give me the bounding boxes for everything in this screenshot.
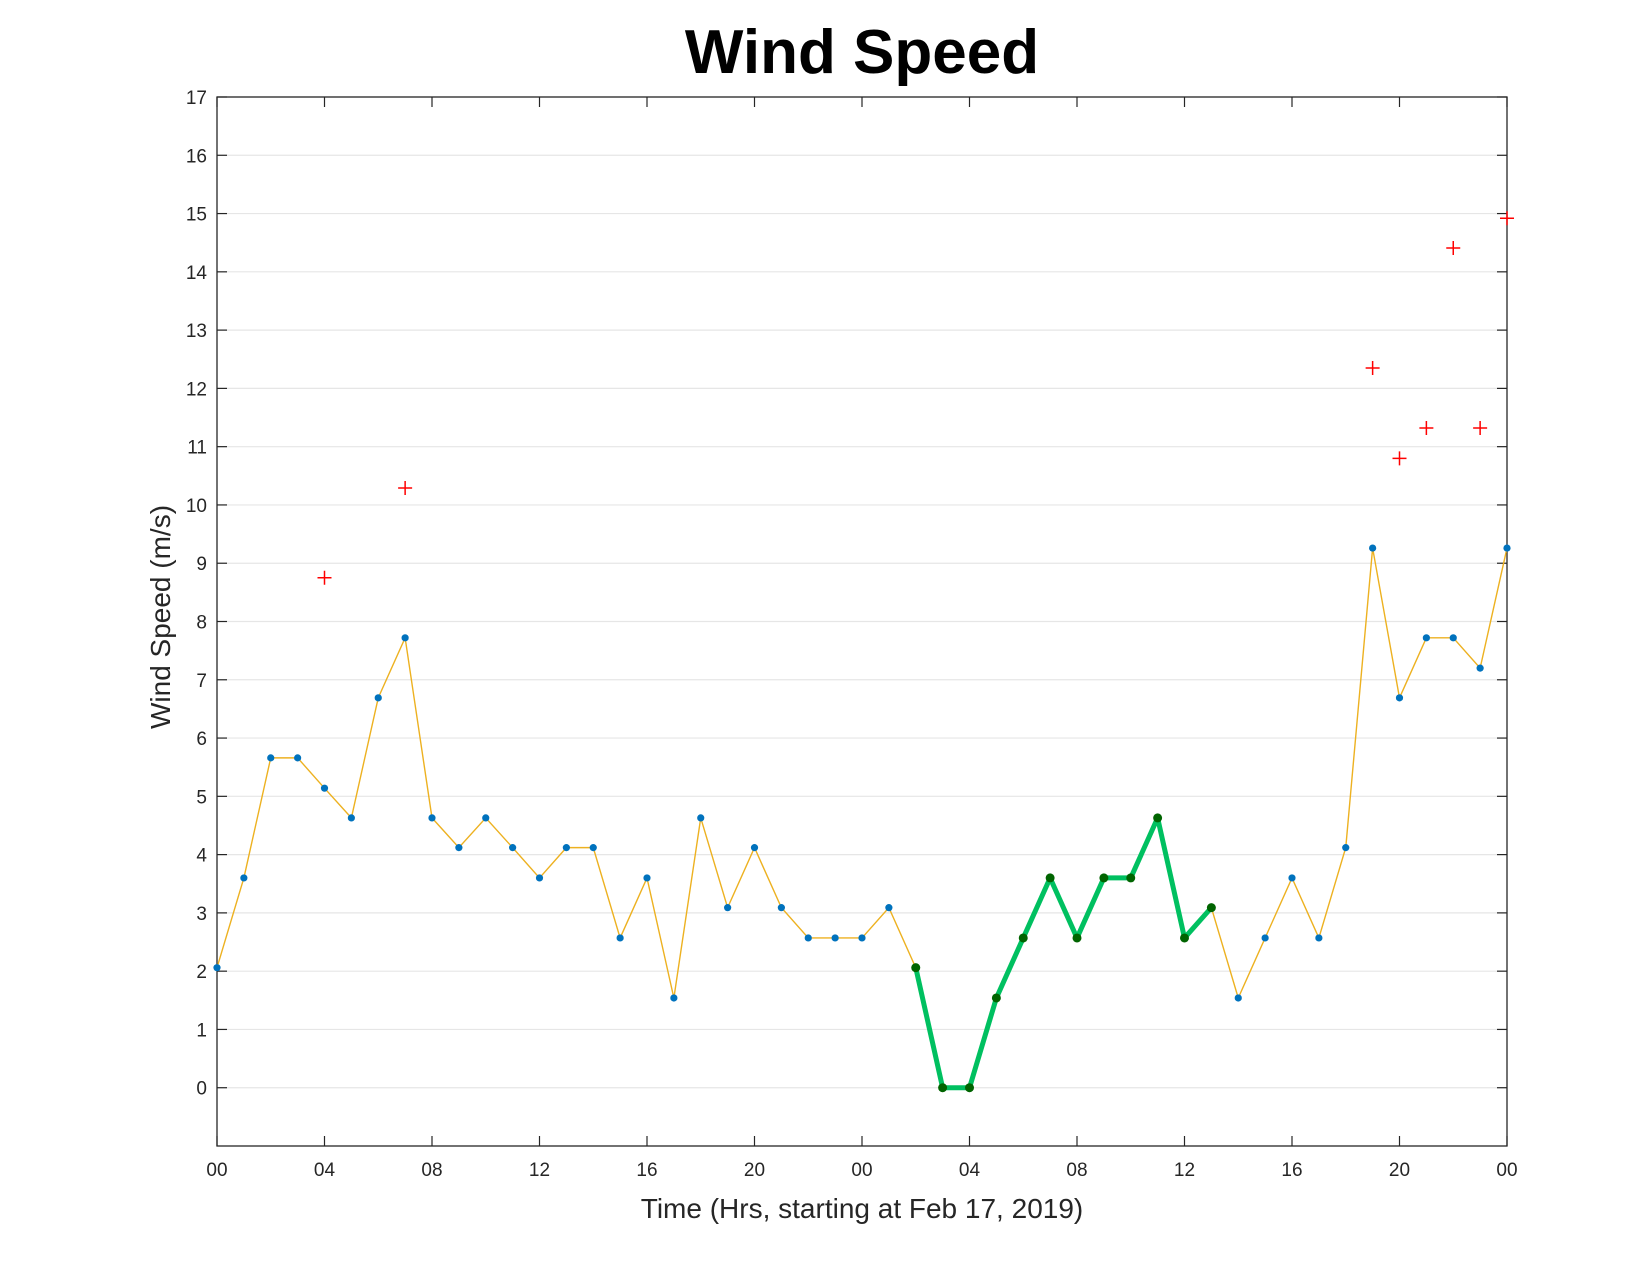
wind-speed-point — [320, 784, 329, 792]
wind-speed-point — [1503, 544, 1511, 552]
wind-speed-point — [831, 934, 839, 942]
y-tick-label: 5 — [196, 787, 207, 808]
highlight-point — [1099, 873, 1109, 883]
y-tick-label: 1 — [196, 1020, 207, 1041]
gust-marker — [398, 481, 413, 496]
y-tick-label: 14 — [186, 263, 208, 284]
y-tick-label: 10 — [186, 496, 207, 517]
highlight-point — [938, 1083, 948, 1093]
wind-speed-point — [267, 754, 275, 762]
y-tick-label: 13 — [186, 321, 207, 342]
x-tick-label: 16 — [636, 1160, 657, 1181]
wind-speed-point — [374, 694, 382, 702]
gust-marker — [1365, 360, 1380, 375]
y-tick-label: 12 — [186, 379, 207, 400]
wind-speed-point — [213, 964, 221, 972]
wind-speed-point — [1395, 694, 1404, 702]
y-tick-label: 4 — [196, 846, 207, 867]
y-tick-label: 8 — [196, 613, 207, 634]
gust-marker — [1446, 240, 1461, 255]
wind-speed-point — [1315, 934, 1323, 942]
wind-speed-point — [562, 844, 570, 852]
wind-speed-point — [482, 814, 490, 822]
wind-speed-point — [347, 814, 355, 822]
wind-speed-point — [428, 814, 436, 822]
highlight-point — [911, 963, 921, 973]
wind-speed-point — [535, 874, 544, 882]
wind-speed-point — [455, 844, 463, 852]
x-tick-label: 00 — [851, 1160, 872, 1181]
wind-speed-point — [1476, 664, 1484, 672]
chart-title: Wind Speed — [685, 18, 1039, 87]
y-axis-label: Wind Speed (m/s) — [145, 505, 176, 729]
wind-speed-point — [750, 844, 759, 852]
y-tick-label: 0 — [196, 1079, 207, 1100]
wind-speed-point — [643, 874, 651, 882]
wind-speed-point — [1422, 634, 1430, 642]
wind-speed-point — [777, 904, 785, 912]
x-tick-label: 08 — [421, 1160, 442, 1181]
x-tick-label: 20 — [1389, 1160, 1410, 1181]
wind-speed-point — [885, 904, 893, 912]
highlight-point — [1206, 903, 1216, 913]
x-tick-label: 12 — [1174, 1160, 1195, 1181]
gust-marker — [1392, 451, 1407, 466]
x-tick-label: 00 — [206, 1160, 227, 1181]
highlight-point — [1072, 933, 1082, 943]
y-tick-label: 3 — [196, 904, 207, 925]
y-tick-label: 2 — [196, 962, 207, 983]
y-tick-label: 15 — [186, 205, 207, 226]
highlight-point — [1045, 873, 1055, 883]
gust-marker — [1473, 421, 1488, 436]
wind-speed-point — [1449, 634, 1457, 642]
wind-speed-point — [1342, 844, 1350, 852]
wind-speed-point — [294, 754, 302, 762]
wind-speed-point — [858, 934, 866, 942]
x-axis-label: Time (Hrs, starting at Feb 17, 2019) — [641, 1193, 1083, 1224]
highlight-point — [1126, 873, 1136, 883]
wind-speed-point — [697, 814, 705, 822]
wind-speed-point — [1369, 544, 1377, 552]
x-tick-label: 12 — [529, 1160, 550, 1181]
highlight-point — [1018, 933, 1028, 943]
y-tick-label: 7 — [196, 671, 207, 692]
y-tick-label: 17 — [186, 88, 207, 109]
x-tick-label: 00 — [1496, 1160, 1517, 1181]
wind-speed-point — [670, 994, 678, 1002]
wind-speed-point — [1234, 994, 1242, 1002]
wind-speed-point — [509, 844, 517, 852]
x-tick-label: 08 — [1066, 1160, 1087, 1181]
x-tick-label: 04 — [314, 1160, 336, 1181]
y-tick-label: 6 — [196, 729, 207, 750]
highlight-point — [965, 1083, 974, 1093]
wind-speed-point — [1288, 874, 1296, 882]
x-tick-label: 20 — [744, 1160, 765, 1181]
highlight-point — [991, 993, 1001, 1003]
y-tick-label: 16 — [186, 146, 207, 167]
gust-marker — [1419, 421, 1434, 436]
gust-marker — [317, 570, 332, 585]
x-tick-label: 16 — [1281, 1160, 1302, 1181]
wind-speed-point — [804, 934, 812, 942]
y-tick-label: 11 — [187, 438, 207, 459]
wind-speed-point — [401, 634, 409, 642]
highlight-point — [1153, 813, 1163, 823]
y-tick-label: 9 — [196, 554, 207, 575]
wind-speed-point — [589, 844, 597, 852]
gust-marker — [1500, 211, 1514, 226]
wind-speed-point — [1261, 934, 1269, 942]
x-tick-label: 04 — [959, 1160, 981, 1181]
wind-speed-point — [616, 934, 624, 942]
highlight-point — [1180, 933, 1189, 943]
wind-speed-point — [240, 874, 248, 882]
wind-speed-point — [724, 904, 732, 912]
